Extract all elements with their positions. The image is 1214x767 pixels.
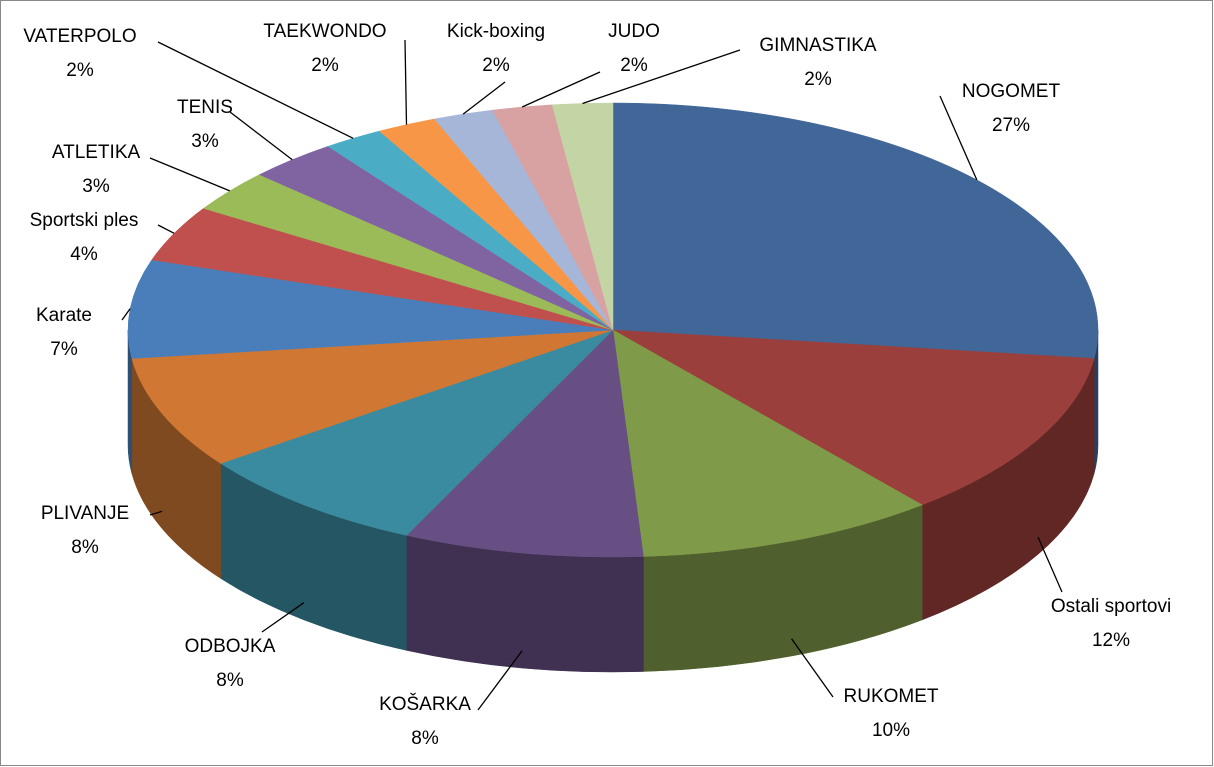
category-label: GIMNASTIKA [759,35,877,56]
value-label: 2% [311,55,339,76]
category-label: ATLETIKA [52,142,141,163]
category-label: ODBOJKA [185,636,276,657]
category-label: TENIS [177,97,233,118]
value-label: 7% [50,339,78,360]
category-label: VATERPOLO [23,26,136,47]
leader-line [157,41,354,139]
leader-line [477,650,523,711]
labels: NOGOMET 27% Ostali sportovi 12% RUKOMET 10% KO… [23,21,1171,749]
leader-line [1037,536,1063,593]
value-label: 8% [411,728,439,749]
category-label: KOŠARKA [379,693,471,715]
leader-line [791,638,834,698]
value-label: 4% [70,244,98,265]
category-label: Kick-boxing [447,21,545,42]
value-label: 2% [804,69,832,90]
pie-tops [127,102,1099,558]
leader-line [261,602,305,633]
leader-line [939,95,978,181]
slice [131,329,614,464]
leader-line [462,81,506,115]
value-label: 2% [620,55,648,76]
leader-line [157,224,175,234]
slice [612,329,923,557]
leader-line [404,39,408,125]
category-label: Sportski ples [30,210,139,231]
slice [405,329,644,558]
value-label: 8% [216,670,244,691]
leader-line [582,49,741,105]
category-label: RUKOMET [844,686,939,707]
value-label: 2% [66,60,94,81]
slice [220,329,614,536]
category-label: NOGOMET [962,81,1061,102]
value-label: 3% [82,176,110,197]
category-label: PLIVANJE [41,503,129,524]
value-label: 8% [71,537,99,558]
slice [612,329,1095,506]
category-label: Ostali sportovi [1051,596,1171,617]
value-label: 3% [191,131,219,152]
category-label: JUDO [608,21,660,42]
value-label: 10% [872,720,910,741]
value-label: 27% [992,115,1030,136]
category-label: Karate [36,305,92,326]
category-label: TAEKWONDO [263,21,386,42]
leader-line [121,308,131,321]
slice [551,102,614,331]
value-label: 12% [1092,630,1130,651]
leader-line [149,510,163,516]
pie-walls [127,329,1099,673]
leader-line [521,71,601,108]
leader-line [229,111,293,161]
leader-line [149,157,231,192]
value-label: 2% [482,55,510,76]
